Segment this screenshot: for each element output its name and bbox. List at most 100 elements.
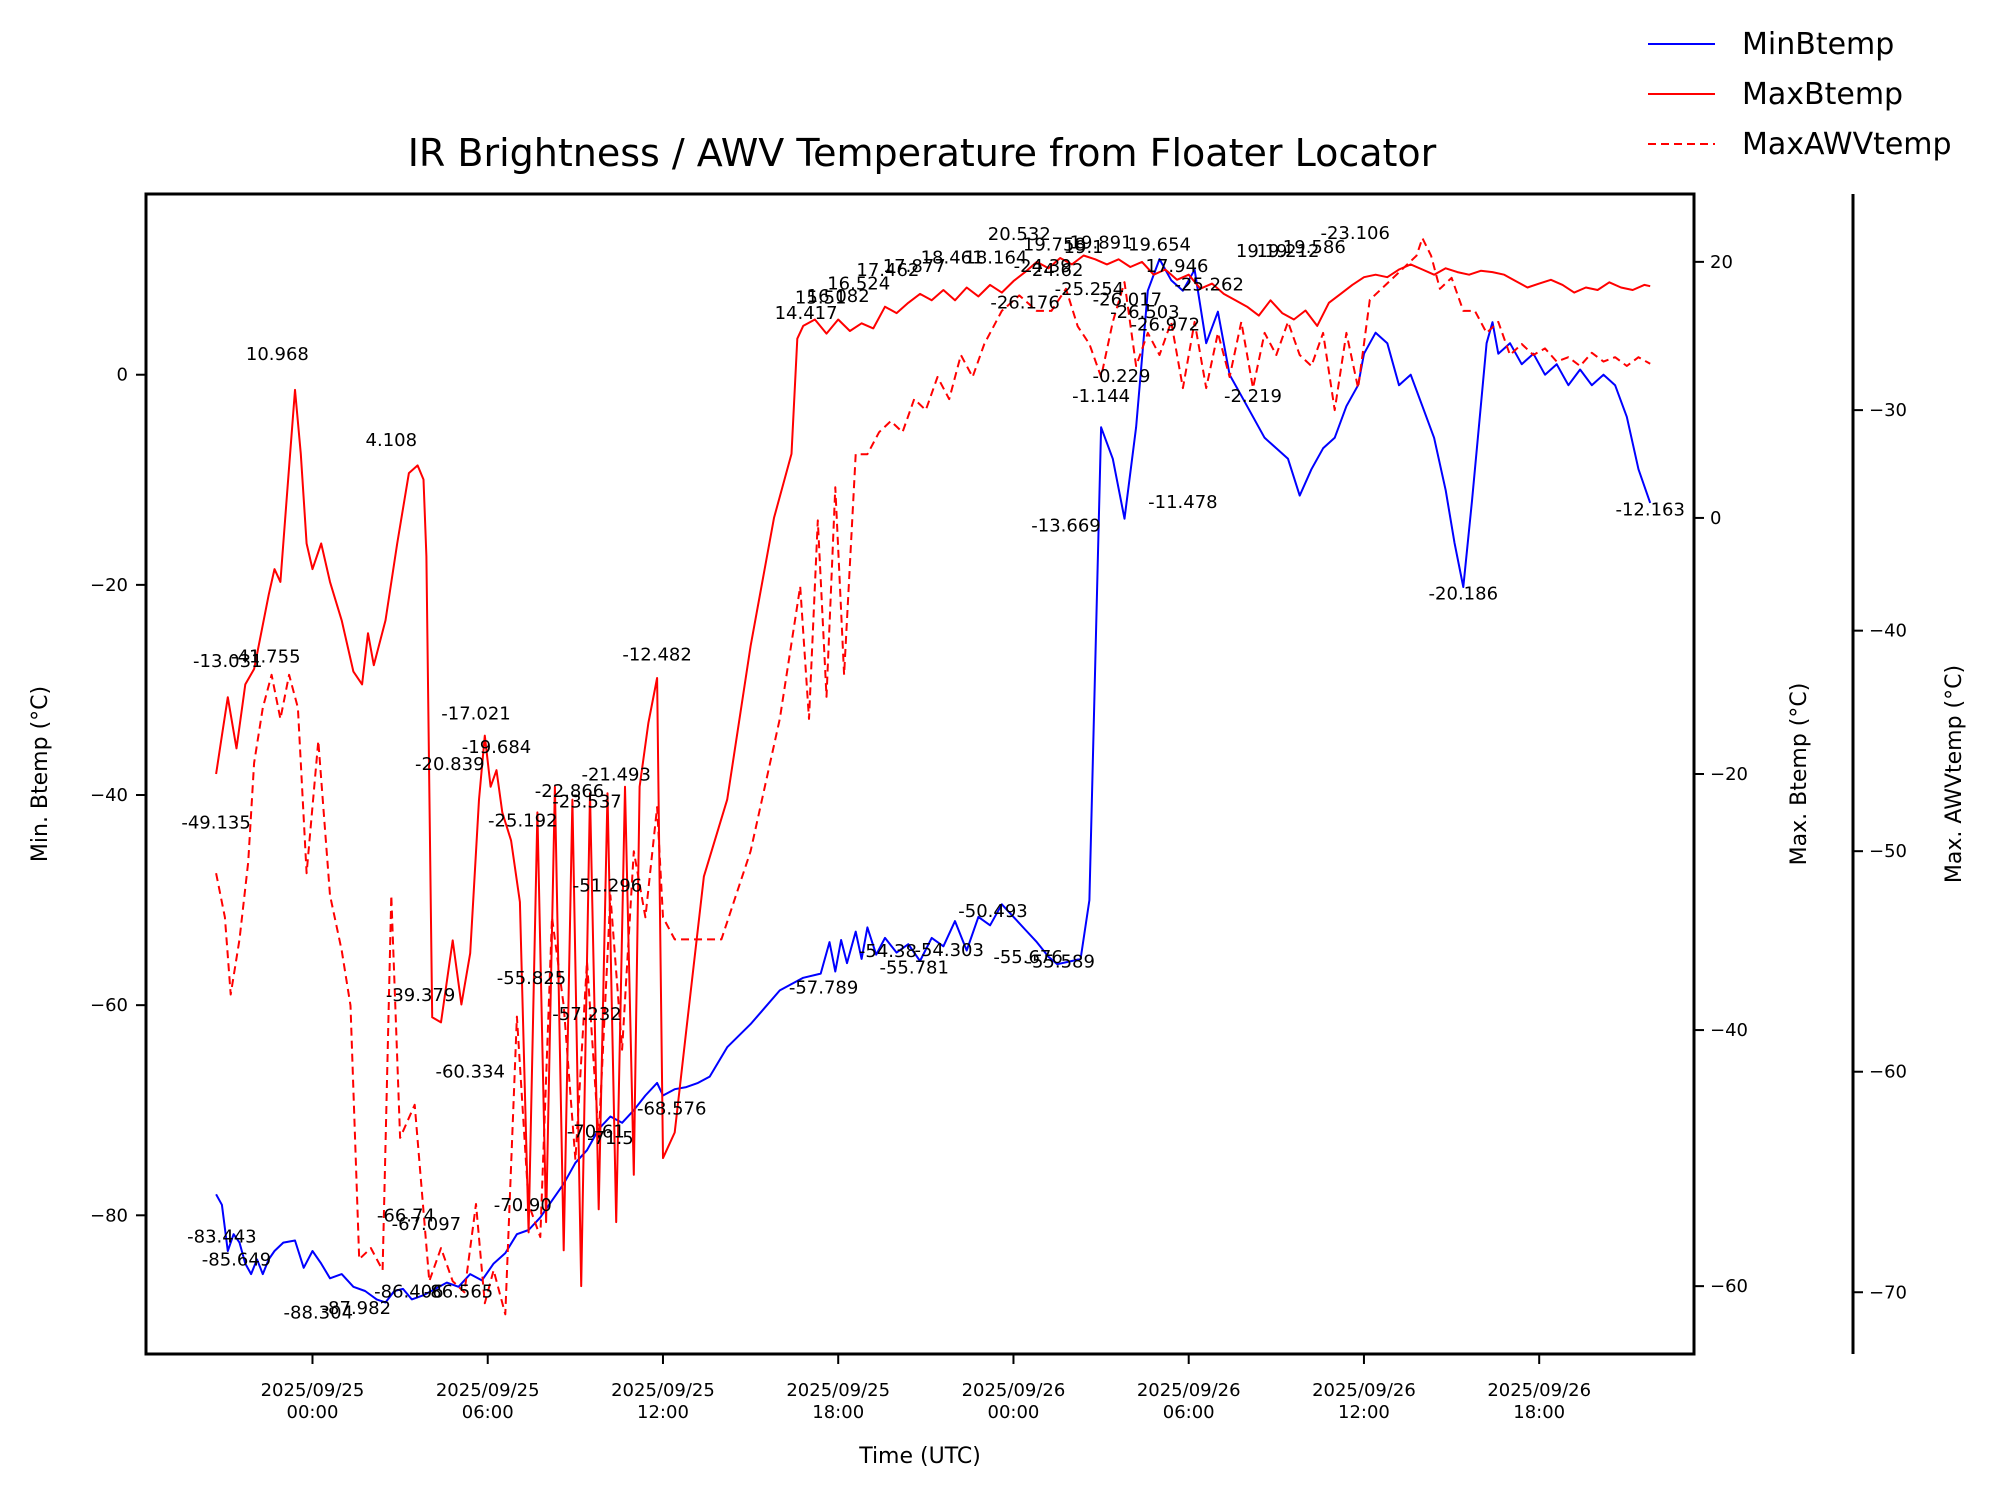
data-label: 19.586 [1283, 237, 1346, 258]
x-tick-label-date: 2025/09/25 [261, 1380, 365, 1401]
data-label: -26.972 [1131, 315, 1200, 336]
data-label: -70.90 [494, 1195, 552, 1216]
data-label: -23.537 [552, 792, 621, 813]
data-label: -26.503 [1110, 302, 1179, 323]
data-label: -60.334 [435, 1062, 504, 1083]
x-tick-label-date: 2025/09/25 [786, 1380, 890, 1401]
data-label: -54.303 [914, 940, 983, 961]
annotations: -49.135 -13.031-41.755 -83.443-85.649 10.96… [181, 223, 1685, 1323]
data-label: 19.19 [1236, 241, 1288, 262]
data-label: -25.192 [488, 811, 557, 832]
x-axis-label: Time (UTC) [858, 1444, 981, 1469]
y-tick-label: −60 [1869, 1062, 1907, 1083]
x-tick-label-time: 12:00 [1338, 1402, 1390, 1423]
data-label: 15.51 [795, 287, 847, 308]
y-tick-label: −60 [90, 995, 128, 1016]
data-label: -87.982 [322, 1298, 391, 1319]
data-label: -1.144 [1072, 386, 1130, 407]
data-label: -12.482 [622, 645, 691, 666]
x-tick-label-time: 12:00 [637, 1402, 689, 1423]
x-tick-label-date: 2025/09/26 [962, 1380, 1066, 1401]
series-line-maxawvtemp [215, 237, 1651, 1316]
data-label: 17.946 [1146, 256, 1209, 277]
data-label: -70.61 [567, 1122, 625, 1143]
left-y-axis-label: Min. Btemp (°C) [28, 686, 53, 862]
data-label: -55.676 [993, 947, 1062, 968]
y-tick-label: −40 [90, 785, 128, 806]
data-label: 17.877 [883, 256, 946, 277]
x-tick-label-time: 00:00 [988, 1402, 1040, 1423]
data-label: 4.108 [366, 430, 418, 451]
data-label: 10.968 [246, 344, 309, 365]
left-y-axis: 0 −20 −40 −60 −80 [90, 365, 146, 1226]
y-tick-label: −60 [1710, 1276, 1748, 1297]
data-label: 19.212 [1257, 241, 1320, 262]
y-tick-label: −20 [90, 575, 128, 596]
data-label: -21.493 [581, 764, 650, 785]
y-tick-label: −40 [1710, 1020, 1748, 1041]
data-label: -86.565 [424, 1281, 493, 1302]
y-tick-label: 20 [1710, 252, 1733, 273]
data-label: -24.39 [1014, 256, 1072, 277]
right-y-axis-btemp: 20 0 −20 −40 −60 [1694, 252, 1748, 1297]
x-tick-label-time: 00:00 [287, 1402, 339, 1423]
data-label: -39.379 [386, 985, 455, 1006]
x-axis: 2025/09/2500:002025/09/2506:002025/09/25… [261, 1354, 1591, 1423]
data-label: -12.163 [1615, 500, 1684, 521]
data-label: -88.304 [284, 1302, 353, 1323]
data-label: -83.443 [187, 1227, 256, 1248]
data-label: -13.669 [1031, 515, 1100, 536]
data-label: -22.866 [535, 781, 604, 802]
data-label: -23.106 [1320, 223, 1389, 244]
data-label: -20.186 [1429, 584, 1498, 605]
data-label: -55.781 [879, 958, 948, 979]
data-label: -55.825 [497, 968, 566, 989]
data-label: -51.296 [573, 876, 642, 897]
x-tick-label-date: 2025/09/26 [1312, 1380, 1416, 1401]
chart-title: IR Brightness / AWV Temperature from Flo… [408, 131, 1437, 175]
data-label: -0.229 [1092, 366, 1150, 387]
data-label: -25.262 [1174, 275, 1243, 296]
data-label: 20.532 [988, 224, 1051, 245]
data-label: -55.589 [1025, 951, 1094, 972]
data-label: -13.031 [193, 651, 262, 672]
data-label: -66.74 [377, 1206, 435, 1227]
plot-data [215, 237, 1652, 1316]
legend-label-minbtemp: MinBtemp [1742, 27, 1894, 62]
x-tick-label-time: 18:00 [1513, 1402, 1565, 1423]
data-label: -86.406 [374, 1281, 443, 1302]
x-tick-label-time: 06:00 [462, 1402, 514, 1423]
y-tick-label: −80 [90, 1205, 128, 1226]
x-tick-label-date: 2025/09/25 [436, 1380, 540, 1401]
data-label: -17.021 [441, 703, 510, 724]
legend-label-maxawvtemp: MaxAWVtemp [1742, 127, 1952, 162]
y-tick-label: −40 [1869, 621, 1907, 642]
y-tick-label: −20 [1710, 764, 1748, 785]
data-label: -19.684 [462, 737, 531, 758]
x-tick-label-date: 2025/09/25 [611, 1380, 715, 1401]
data-label: 16.524 [827, 274, 890, 295]
y-tick-label: −70 [1869, 1282, 1907, 1303]
data-label: 18.164 [964, 247, 1027, 268]
data-label: 18.461 [921, 247, 984, 268]
series-line-maxbtemp [215, 254, 1651, 1288]
data-label: -49.135 [181, 813, 250, 834]
x-tick-label-date: 2025/09/26 [1487, 1380, 1591, 1401]
y-tick-label: 0 [1710, 508, 1721, 529]
data-label: 19.891 [1070, 233, 1133, 254]
series-line-minbtemp [215, 258, 1652, 1304]
data-label: -26.176 [990, 293, 1059, 314]
data-label: -11.478 [1148, 492, 1217, 513]
data-label: -20.839 [415, 754, 484, 775]
data-label: 16.082 [807, 286, 870, 307]
data-label: -25.254 [1055, 279, 1124, 300]
data-label: -67.097 [392, 1214, 461, 1235]
data-label: 17.462 [856, 260, 919, 281]
x-tick-label-time: 18:00 [812, 1402, 864, 1423]
data-label: -57.789 [789, 978, 858, 999]
data-label: -68.576 [637, 1098, 706, 1119]
legend-label-maxbtemp: MaxBtemp [1742, 77, 1903, 112]
data-label: -54.38 [859, 941, 917, 962]
